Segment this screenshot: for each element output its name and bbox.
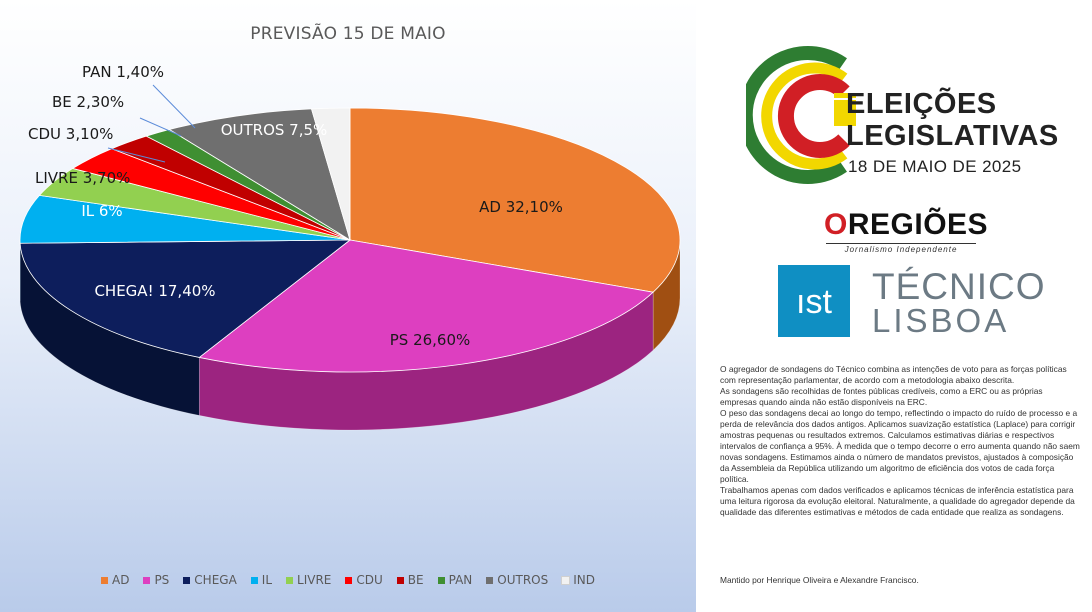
legend-swatch-ind [561,575,571,585]
description-paragraph: As sondagens são recolhidas de fontes pú… [720,386,1043,407]
legend-label: CDU [356,573,383,587]
leader-line-pan [152,84,196,129]
legend-label: OUTROS [497,573,549,587]
legend-label: IL [261,573,273,587]
pie-slice-ind [310,107,351,241]
pie-labels: AD 32,10% PS 26,60% CHEGA! 17,40% IL 6% LIVR… [28,63,563,349]
legend-swatch-pan [437,576,445,584]
description-paragraph: O agregador de sondagens do Técnico comb… [720,364,1067,385]
legend-label: LIVRE [297,573,332,587]
chart-panel: PREVISÃO 15 DE MAIO AD 32,10% PS 26,60% CH… [0,0,696,612]
data-label-chega: CHEGA! 17,40% [94,282,215,300]
pie-slice-outros [168,108,351,241]
data-label-il: IL 6% [81,202,122,220]
pie-tops [19,107,681,373]
legend-label: PAN [448,573,473,587]
data-label-livre: LIVRE 3,70% [35,169,130,187]
pie-slice-il [19,194,351,244]
data-label-pan: PAN 1,40% [82,63,164,81]
eleicoes-title-line1: ELEIÇÕES [846,88,997,120]
regioes-logo-rest: REGIÕES [847,208,989,241]
legend-item-ind: IND [561,573,596,587]
data-label-ps: PS 26,60% [390,331,471,349]
ist-logo-icon: ıst [778,265,850,337]
legend-label: CHEGA [194,573,237,587]
leader-line-be [139,117,182,137]
legend-swatch-be [396,576,404,584]
legend-item-outros: OUTROS [486,573,548,587]
footer-note: Mantido por Henrique Oliveira e Alexandr… [720,575,919,585]
regioes-tagline: Jornalismo Independente [826,243,976,254]
pie-slice-chega [19,239,352,358]
eleicoes-arc-logo [746,46,856,184]
description-paragraph: Trabalhamos apenas com dados verificados… [720,485,1075,517]
legend-swatch-livre [286,576,294,584]
ist-logo-text: ıst [796,283,832,321]
legend: AD PS CHEGA IL LIVRE CDU BE PAN OUTROS IND [0,573,696,587]
lisboa-title: LISBOA [872,302,1010,339]
legend-item-pan: PAN [437,573,473,587]
regioes-logo-o: O [824,208,848,241]
legend-label: PS [154,573,170,587]
legend-swatch-chega [183,576,191,584]
legend-swatch-il [250,576,258,584]
election-date: 18 DE MAIO DE 2025 [848,157,1022,176]
legend-swatch-cdu [345,576,353,584]
leader-line-cdu [107,147,166,163]
legend-label: IND [573,573,596,587]
data-label-outros: OUTROS 7,5% [221,121,328,139]
legend-item-il: IL [250,573,273,587]
tecnico-title: TÉCNICO [872,266,1046,307]
legend-item-cdu: CDU [345,573,383,587]
regioes-logo: OREGIÕES [824,208,988,242]
chart-title: PREVISÃO 15 DE MAIO [250,24,446,44]
legend-swatch-outros [486,576,494,584]
pie-chart: AD 32,10% PS 26,60% CHEGA! 17,40% IL 6% LIVR… [19,63,681,431]
legend-swatch-ps [143,576,151,584]
description-paragraph: O peso das sondagens decai ao longo do t… [720,408,1080,484]
legend-item-ad: AD [100,573,130,587]
legend-label: AD [111,573,130,587]
legend-item-ps: PS [143,573,169,587]
legend-item-be: BE [396,573,424,587]
data-label-ad: AD 32,10% [479,198,563,216]
data-label-cdu: CDU 3,10% [28,125,113,143]
legend-item-chega: CHEGA [183,573,237,587]
legend-label: BE [407,573,424,587]
data-label-be: BE 2,30% [52,93,124,111]
pie-slice-ad [349,107,681,293]
eleicoes-title-line2: LEGISLATIVAS [846,120,1059,152]
right-panel: ELEIÇÕES LEGISLATIVAS 18 DE MAIO DE 2025… [696,0,1092,612]
methodology-description: O agregador de sondagens do Técnico comb… [720,364,1080,518]
legend-swatch-ad [100,576,108,584]
legend-item-livre: LIVRE [286,573,331,587]
pie-slice-ps [198,239,654,373]
pie-leaders [107,84,196,163]
